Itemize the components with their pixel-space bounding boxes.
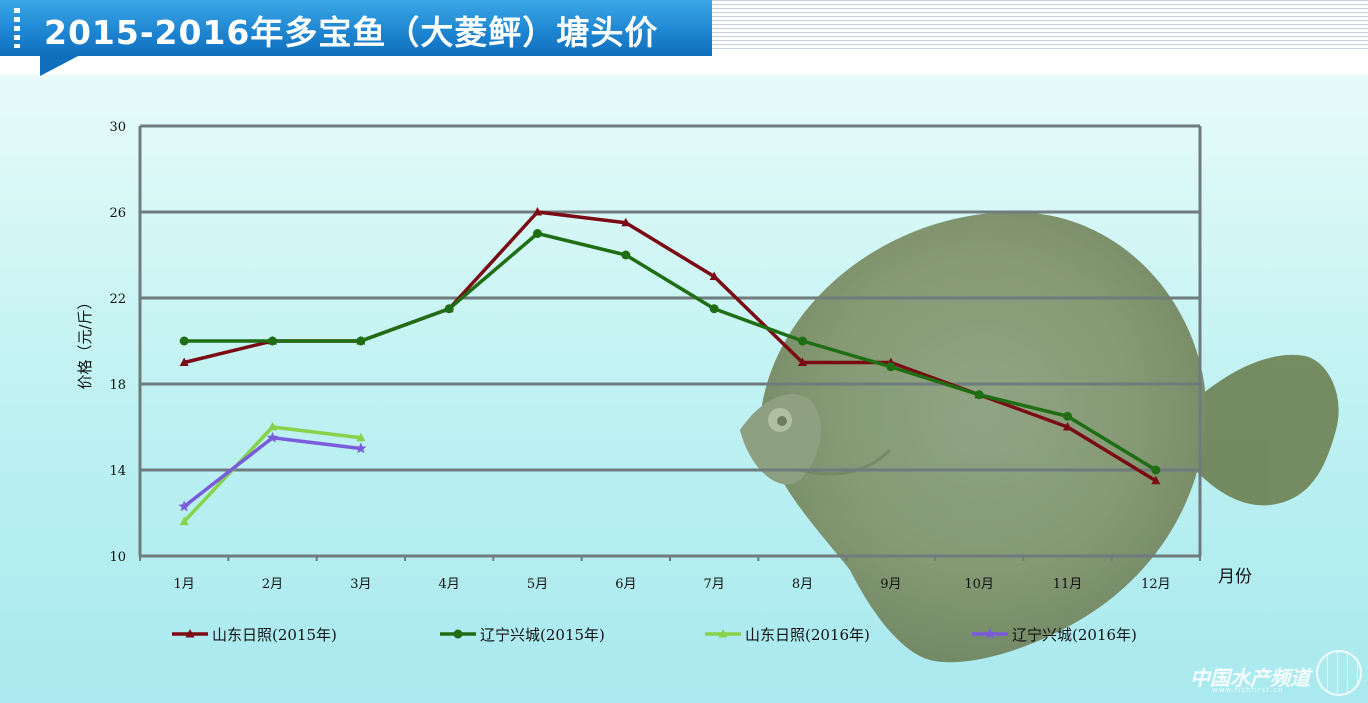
data-point xyxy=(621,217,631,227)
data-point xyxy=(355,442,367,454)
y-tick-label: 30 xyxy=(109,120,126,135)
x-tick-label: 12月 xyxy=(1141,577,1171,592)
data-point xyxy=(266,431,279,443)
data-point xyxy=(179,336,189,346)
gridlines xyxy=(140,124,1200,472)
banner-tail xyxy=(40,54,82,76)
data-point xyxy=(798,357,807,366)
banner-dots-icon xyxy=(14,8,20,48)
y-tick-labels: 10 14 18 22 26 30 xyxy=(109,120,126,565)
data-point xyxy=(1063,422,1072,431)
series-3 xyxy=(179,422,366,526)
data-point xyxy=(621,250,631,260)
x-tick-label: 6月 xyxy=(615,577,636,592)
data-point xyxy=(1151,475,1161,485)
legend-marker xyxy=(453,629,463,639)
data-point xyxy=(444,304,454,314)
legend-item: 山东日照(2016年) xyxy=(705,626,870,644)
legend: 山东日照(2015年) 辽宁兴城(2015年) 山东日照(2016年) 辽宁兴城(20… xyxy=(172,626,1137,644)
legend-item: 山东日照(2015年) xyxy=(172,626,337,644)
y-tick-label: 10 xyxy=(109,550,126,565)
data-point xyxy=(178,500,190,512)
legend-label: 辽宁兴城(2015年) xyxy=(480,626,605,644)
legend-label: 山东日照(2016年) xyxy=(745,626,870,644)
y-tick-label: 18 xyxy=(109,378,126,393)
x-tick-labels: 1月 2月 3月 4月 5月 6月 7月 8月 9月 10月 11月 12月 xyxy=(174,577,1171,592)
x-tick-label: 11月 xyxy=(1053,577,1083,592)
y-tick-label: 22 xyxy=(109,292,126,307)
series-group xyxy=(178,207,1161,526)
header-stripes xyxy=(705,0,1368,50)
x-tick-label: 5月 xyxy=(527,577,548,592)
title-banner xyxy=(0,0,712,56)
x-tick-label: 7月 xyxy=(704,577,725,592)
data-point xyxy=(974,390,984,400)
data-point xyxy=(1151,465,1161,475)
data-point xyxy=(1063,411,1072,421)
data-point xyxy=(179,516,189,526)
data-point xyxy=(356,336,366,346)
legend-label: 辽宁兴城(2016年) xyxy=(1012,626,1137,644)
legend-marker xyxy=(718,629,728,638)
data-point xyxy=(798,336,807,346)
y-tick-label: 14 xyxy=(109,464,126,479)
y-tick-label: 26 xyxy=(109,206,126,221)
data-point xyxy=(533,229,542,238)
data-point xyxy=(179,357,189,366)
page-title: 2015-2016年多宝鱼（大菱鲆）塘头价 xyxy=(44,13,659,52)
legend-marker xyxy=(984,628,996,639)
data-point xyxy=(709,271,719,280)
watermark-brand: 中国水产频道 xyxy=(1190,666,1310,690)
watermark-url: www.fishfirst.cn xyxy=(1212,686,1284,694)
series-line xyxy=(183,436,362,508)
data-point xyxy=(356,432,366,442)
legend-marker xyxy=(185,629,195,638)
series-line xyxy=(182,425,362,523)
legend-label: 山东日照(2015年) xyxy=(212,626,337,644)
legend-item: 辽宁兴城(2015年) xyxy=(440,626,605,644)
x-tick-label: 8月 xyxy=(792,577,813,592)
data-point xyxy=(533,207,542,216)
data-point xyxy=(886,362,896,372)
y-axis-label: 价格（元/斤） xyxy=(76,294,94,389)
data-point xyxy=(268,336,277,346)
x-tick-label: 10月 xyxy=(964,577,994,592)
x-tick-label: 9月 xyxy=(880,577,901,592)
x-axis-label: 月份 xyxy=(1218,567,1252,587)
globe-logo-icon xyxy=(1316,650,1362,696)
x-tick-label: 1月 xyxy=(174,577,195,592)
x-tick-label: 3月 xyxy=(350,577,371,592)
data-point xyxy=(709,304,719,314)
data-point xyxy=(268,422,277,431)
series-4 xyxy=(178,431,367,512)
legend-item: 辽宁兴城(2016年) xyxy=(972,626,1137,644)
series-line xyxy=(184,231,1157,472)
x-tick-label: 4月 xyxy=(439,577,460,592)
axes xyxy=(138,126,1202,561)
fish-illustration xyxy=(740,211,1339,663)
series-2 xyxy=(179,229,1161,475)
x-tick-label: 2月 xyxy=(262,577,283,592)
